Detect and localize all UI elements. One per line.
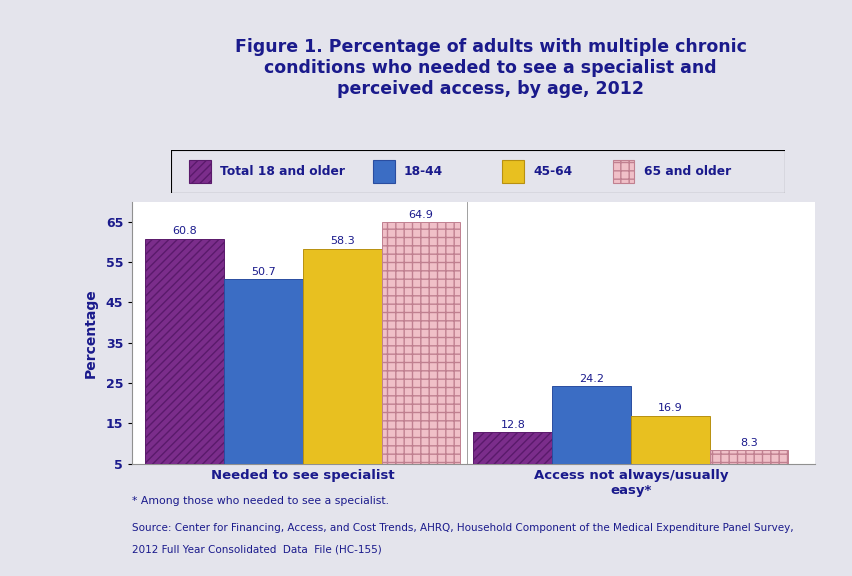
- Bar: [630, 416, 709, 484]
- Text: * Among those who needed to see a specialist.: * Among those who needed to see a specia…: [132, 496, 389, 506]
- Bar: [224, 279, 302, 484]
- Bar: [473, 432, 551, 484]
- Text: 60.8: 60.8: [172, 226, 197, 236]
- Bar: [709, 450, 787, 484]
- Text: 18-44: 18-44: [404, 165, 442, 178]
- Text: 50.7: 50.7: [250, 267, 275, 277]
- Text: 2012 Full Year Consolidated  Data  File (HC-155): 2012 Full Year Consolidated Data File (H…: [132, 545, 382, 555]
- FancyBboxPatch shape: [502, 160, 523, 183]
- FancyBboxPatch shape: [189, 160, 210, 183]
- Bar: [302, 249, 381, 484]
- Text: Source: Center for Financing, Access, and Cost Trends, AHRQ, Household Component: Source: Center for Financing, Access, an…: [132, 523, 793, 533]
- Text: 65 and older: 65 and older: [642, 165, 730, 178]
- Text: 45-64: 45-64: [532, 165, 572, 178]
- Bar: [551, 386, 630, 484]
- Text: 24.2: 24.2: [579, 374, 603, 384]
- Text: Total 18 and older: Total 18 and older: [220, 165, 344, 178]
- Text: 64.9: 64.9: [408, 210, 433, 219]
- Text: 16.9: 16.9: [657, 403, 682, 414]
- Text: 58.3: 58.3: [330, 236, 354, 247]
- Bar: [381, 222, 460, 484]
- Text: 8.3: 8.3: [740, 438, 757, 448]
- FancyBboxPatch shape: [373, 160, 394, 183]
- Text: Figure 1. Percentage of adults with multiple chronic
conditions who needed to se: Figure 1. Percentage of adults with mult…: [234, 38, 746, 97]
- Bar: [145, 238, 224, 484]
- FancyBboxPatch shape: [612, 160, 634, 183]
- Y-axis label: Percentage: Percentage: [83, 288, 97, 377]
- Text: 12.8: 12.8: [500, 420, 525, 430]
